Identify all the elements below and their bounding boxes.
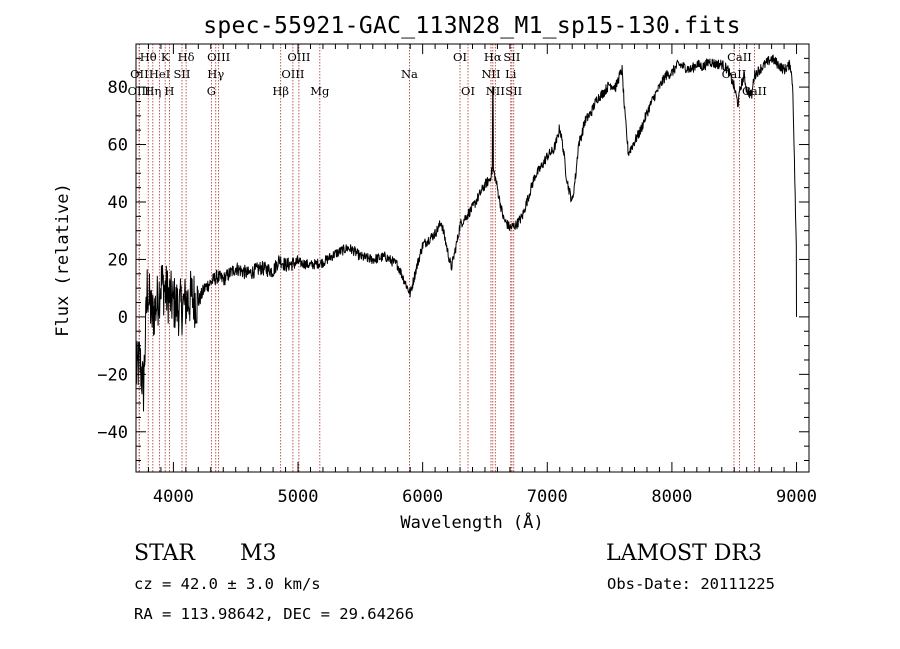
line-label-11: G: [207, 84, 216, 98]
x-axis-ticks: 4000 5000 6000 7000 8000 9000: [135, 44, 817, 507]
line-label-16: Na: [401, 67, 418, 81]
line-label-21: NII: [481, 67, 500, 81]
x-tick-label: 7000: [527, 487, 568, 507]
chart-title: spec-55921-GAC_113N28_M1_sp15-130.fits: [203, 13, 741, 39]
x-tick-label: 9000: [776, 487, 817, 507]
line-label-26: CaII: [722, 67, 747, 81]
spectral-line-markers: [138, 44, 755, 472]
x-tick-label: 8000: [651, 487, 692, 507]
class-label: STAR: [134, 541, 196, 566]
y-axis-ticks: −40 −20 0 20 40 60 80: [97, 57, 809, 462]
line-label-17: OI: [453, 50, 467, 64]
line-label-24: SII: [505, 84, 522, 98]
line-label-10: Hγ: [207, 67, 224, 81]
y-tick-label: −20: [97, 365, 128, 385]
y-tick-label: 80: [108, 78, 128, 98]
line-label-20: SII: [503, 50, 520, 64]
x-tick-label: 5000: [278, 487, 319, 507]
y-tick-label: 60: [108, 136, 128, 156]
line-label-19: Hα: [484, 50, 502, 64]
redshift-label: cz = 42.0 ± 3.0 km/s: [134, 575, 321, 593]
line-label-3: Hη: [144, 84, 161, 98]
line-label-23: NII: [486, 84, 505, 98]
line-label-0: Hθ: [140, 50, 157, 64]
line-label-5: HeI: [149, 67, 170, 81]
line-label-14: Hβ: [272, 84, 289, 98]
line-label-25: CaII: [727, 50, 752, 64]
line-label-6: SII: [174, 67, 191, 81]
coordinates-label: RA = 113.98642, DEC = 29.64266: [134, 605, 414, 623]
line-label-18: OI: [461, 84, 475, 98]
x-tick-label: 4000: [153, 487, 194, 507]
line-label-13: OIII: [281, 67, 304, 81]
line-label-9: OIII: [207, 50, 230, 64]
x-tick-label: 6000: [402, 487, 443, 507]
y-axis-label: Flux (relative): [53, 183, 73, 337]
spectrum-line: [135, 54, 797, 412]
y-tick-label: 0: [118, 308, 128, 328]
line-label-4: K: [161, 50, 170, 64]
plot-frame: [135, 43, 810, 473]
y-tick-label: 20: [108, 250, 128, 270]
line-label-12: OIII: [287, 50, 310, 64]
line-label-8: Hδ: [178, 50, 195, 64]
subclass-label: M3: [240, 541, 277, 566]
line-label-22: Li: [505, 67, 517, 81]
survey-label: LAMOST DR3: [606, 541, 762, 566]
line-label-15: Mg: [310, 84, 330, 98]
line-label-1: OII: [130, 67, 149, 81]
line-label-7: H: [164, 84, 174, 98]
x-axis-label: Wavelength (Å): [400, 511, 543, 533]
y-tick-label: 40: [108, 193, 128, 213]
obs-date-label: Obs-Date: 20111225: [607, 575, 775, 593]
y-tick-label: −40: [97, 423, 128, 443]
